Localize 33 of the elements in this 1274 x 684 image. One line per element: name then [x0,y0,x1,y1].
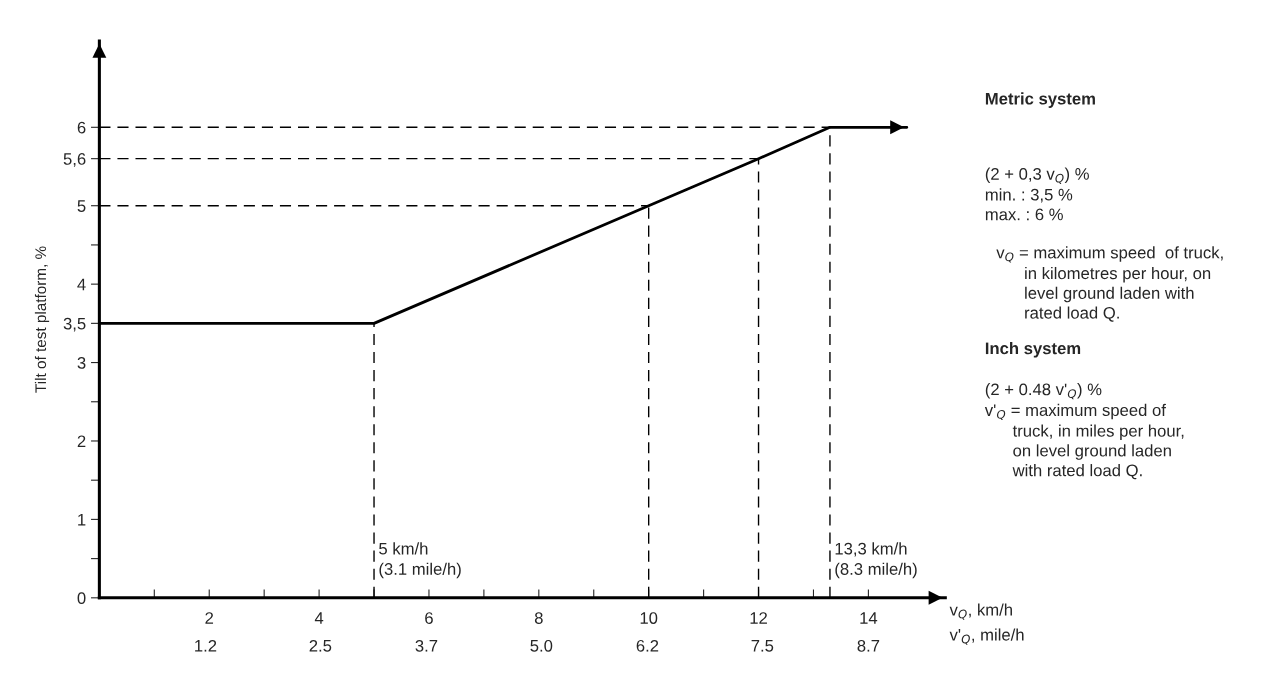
x-tick-label: 6 [425,612,433,624]
text: v$_{Q}$ = maximum speed of truck, in kilometres per hour, on level ground laden with rated load Q. [996,246,1223,322]
x-tick-label: 10 [640,612,658,624]
x2-tick-label: 2.5 [309,639,332,652]
ref-line-label: 13,3 km/h (8.3 mile/h) [835,542,917,579]
y-tick-label: 0 [77,592,86,605]
y-tick-label: 1 [78,513,86,526]
x2-tick-label: 7.5 [751,640,774,652]
y-axis-title: Tilt of test platform, % [34,246,50,393]
ref-line-label: 5 km/h (3.1 mile/h) [379,542,461,579]
text: (2 + 0,3 v$_{Q}$) % min. : 3,5 % max. : 6 % [985,167,1089,221]
x2-tick-label: 6.2 [636,639,659,652]
text: (2 + 0.48 v'$_{Q}$) % v'$_{Q}$ = maximum speed of truck, in miles per hour, on level ground laden with rated load Q. [984,383,1184,480]
x-tick-label: 4 [314,612,324,624]
x2-axis-title: v'$_{Q}$, mile/h [949,628,1024,645]
y-tick-label: 6 [77,121,86,134]
x2-tick-label: 1.2 [195,639,217,652]
y-tick-label: 5,6 [63,153,86,167]
x-tick-label: 2 [205,612,214,624]
y-tick-label: 2 [77,435,86,448]
y-tick-label: 4 [77,278,86,291]
y-tick-label: 3 [77,356,86,369]
y-tick-label: 5 [77,200,86,212]
text: Inch system [985,342,1081,358]
x-axis-title: v$_{Q}$, km/h [949,603,1012,620]
x2-tick-label: 5.0 [530,639,553,652]
x-tick-label: 14 [860,612,878,624]
x2-tick-label: 3.7 [415,639,438,652]
y-tick-label: 3,5 [63,317,86,332]
text: Metric system [985,92,1095,108]
x-tick-label: 12 [750,612,767,624]
x2-tick-label: 8.7 [857,639,880,652]
x-tick-label: 8 [534,612,543,624]
